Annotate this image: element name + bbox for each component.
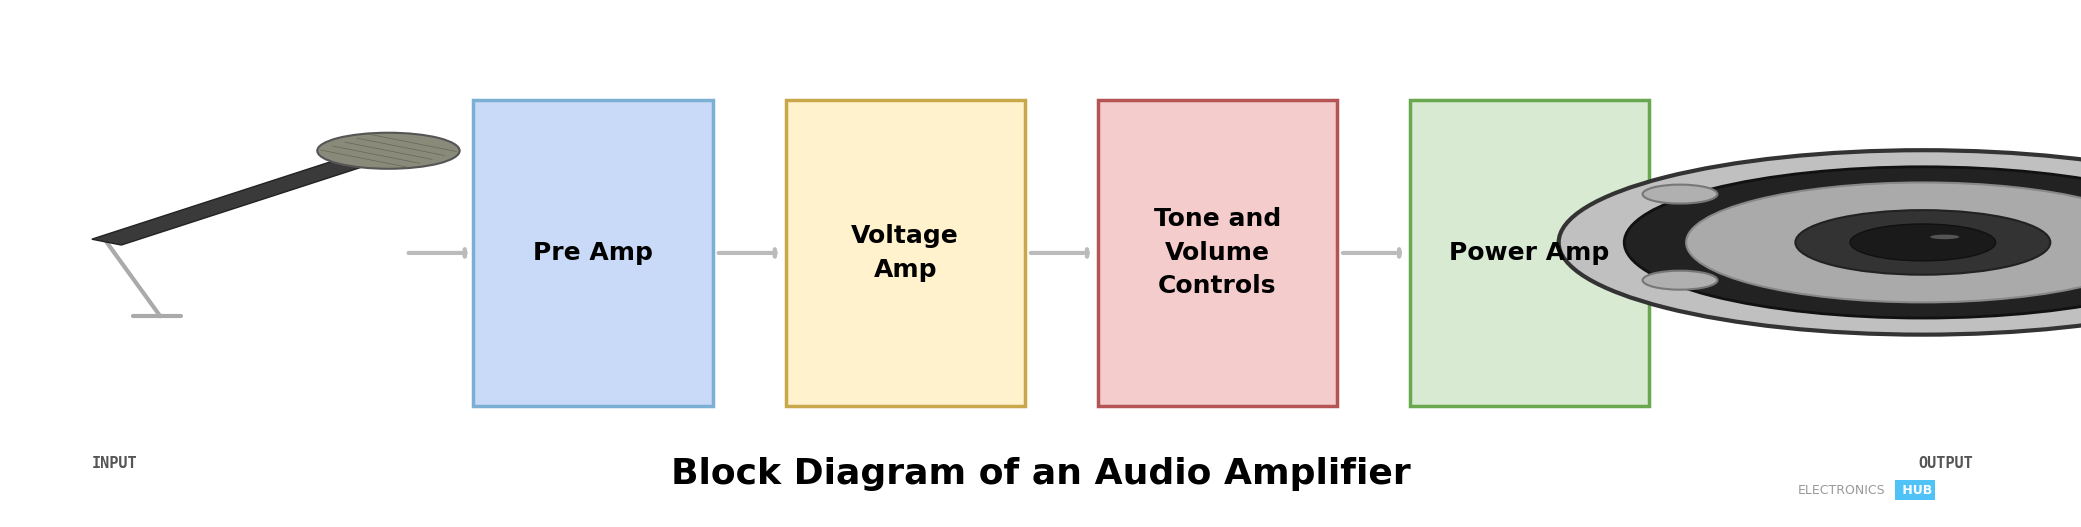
- Circle shape: [1796, 210, 2050, 275]
- FancyBboxPatch shape: [787, 100, 1024, 406]
- Text: HUB: HUB: [1898, 484, 1931, 496]
- Circle shape: [1559, 150, 2081, 335]
- Text: Tone and
Volume
Controls: Tone and Volume Controls: [1153, 208, 1282, 298]
- Polygon shape: [92, 148, 404, 245]
- Ellipse shape: [316, 133, 460, 169]
- Circle shape: [1686, 182, 2081, 302]
- Circle shape: [1642, 271, 1717, 290]
- Circle shape: [1850, 224, 1996, 261]
- Circle shape: [1625, 167, 2081, 318]
- Text: ELECTRONICS: ELECTRONICS: [1798, 484, 1885, 496]
- Text: OUTPUT: OUTPUT: [1919, 456, 1973, 471]
- FancyBboxPatch shape: [472, 100, 712, 406]
- Text: INPUT: INPUT: [92, 456, 137, 471]
- FancyBboxPatch shape: [1099, 100, 1338, 406]
- Text: Voltage
Amp: Voltage Amp: [851, 224, 959, 282]
- Text: Power Amp: Power Amp: [1448, 241, 1611, 265]
- Text: Block Diagram of an Audio Amplifier: Block Diagram of an Audio Amplifier: [670, 457, 1411, 491]
- FancyBboxPatch shape: [1411, 100, 1648, 406]
- Text: Pre Amp: Pre Amp: [533, 241, 653, 265]
- Ellipse shape: [1931, 235, 1960, 239]
- Circle shape: [1642, 184, 1717, 203]
